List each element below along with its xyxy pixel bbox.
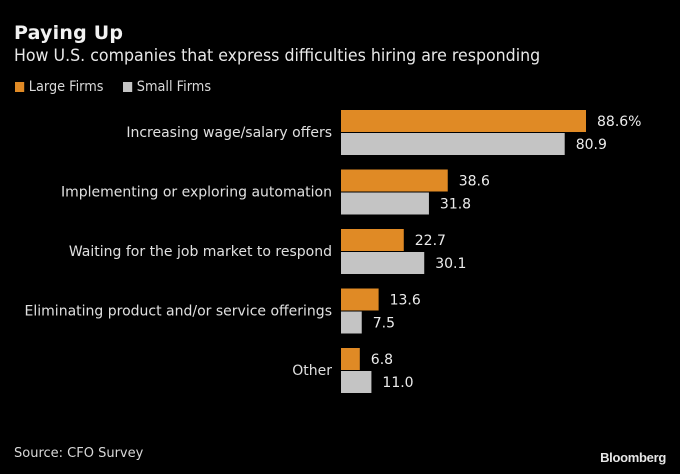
category-label: Increasing wage/salary offers [126,125,332,141]
data-label: 88.6% [597,114,641,130]
data-label: 38.6 [459,174,490,190]
data-label: 11.0 [382,375,413,391]
bar-small-firms [341,371,372,393]
bar-small-firms [341,192,429,215]
bar-group: Implementing or exploring automation 38.6… [61,169,490,215]
legend-swatch-large-firms [15,82,25,92]
bar-large-firms [341,169,448,192]
chart-subtitle: How U.S. companies that express difficul… [14,46,541,66]
brand-logo: Bloomberg [600,450,666,465]
bar-large-firms [341,288,379,311]
data-label: 6.8 [371,352,393,368]
bar-group: Eliminating product and/or service offer… [25,288,421,334]
bar-large-firms [341,229,404,251]
data-label: 31.8 [440,197,471,213]
legend-label-small-firms: Small Firms [137,79,212,95]
bar-small-firms [341,311,362,334]
legend-item-small-firms: Small Firms [123,79,211,95]
legend: Large Firms Small Firms [15,79,231,95]
data-label: 13.6 [390,293,421,309]
bar-large-firms [341,110,586,132]
bar-group: Increasing wage/salary offers 88.6% 80.9 [126,110,641,155]
bar-small-firms [341,252,425,274]
category-label: Other [292,363,332,379]
chart-title: Paying Up [14,22,124,44]
legend-item-large-firms: Large Firms [15,79,104,95]
bar-large-firms [341,348,360,370]
source-note: Source: CFO Survey [14,446,144,461]
bar-group: Waiting for the job market to respond 22.… [69,229,466,274]
bar-group: Other 6.8 11.0 [292,348,414,393]
legend-swatch-small-firms [123,82,133,92]
legend-label-large-firms: Large Firms [28,79,104,95]
data-label: 30.1 [435,256,466,272]
category-label: Eliminating product and/or service offer… [25,304,332,320]
data-label: 80.9 [576,137,607,153]
category-label: Waiting for the job market to respond [69,244,332,260]
data-label: 22.7 [415,233,446,249]
data-label: 7.5 [373,316,395,332]
bar-small-firms [341,133,565,155]
category-label: Implementing or exploring automation [61,185,332,201]
